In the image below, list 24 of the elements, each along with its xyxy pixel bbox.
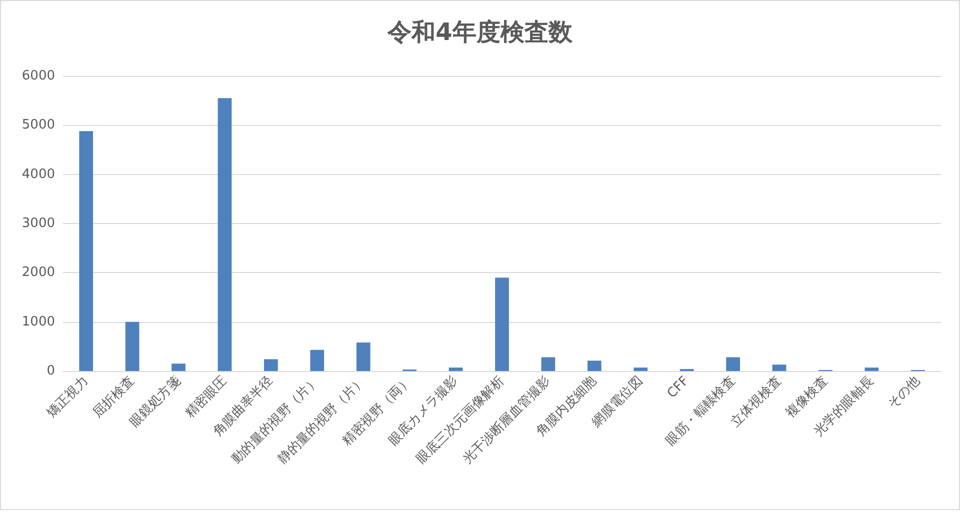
y-tick-label: 3000 <box>22 216 55 231</box>
bar <box>172 364 186 371</box>
bar <box>726 357 740 371</box>
bar <box>310 350 324 371</box>
y-tick-label: 4000 <box>22 166 55 182</box>
bar <box>79 131 94 371</box>
bar <box>587 360 602 371</box>
bar <box>125 322 140 371</box>
y-tick-label: 6000 <box>22 68 55 84</box>
y-tick-label: 1000 <box>22 314 55 330</box>
bar <box>541 357 556 371</box>
bar <box>264 359 278 371</box>
x-tick-label: その他 <box>885 374 924 412</box>
bar <box>448 368 463 371</box>
bar <box>218 98 232 371</box>
chart-title: 令和4年度検査数 <box>386 18 574 46</box>
bar <box>495 278 509 371</box>
bar <box>634 368 648 371</box>
bar <box>772 364 786 371</box>
y-tick-label: 2000 <box>22 265 55 280</box>
bar <box>356 342 370 371</box>
x-tick-label: CFF <box>664 374 692 402</box>
bar <box>864 368 879 371</box>
y-tick-label: 5000 <box>22 118 55 133</box>
